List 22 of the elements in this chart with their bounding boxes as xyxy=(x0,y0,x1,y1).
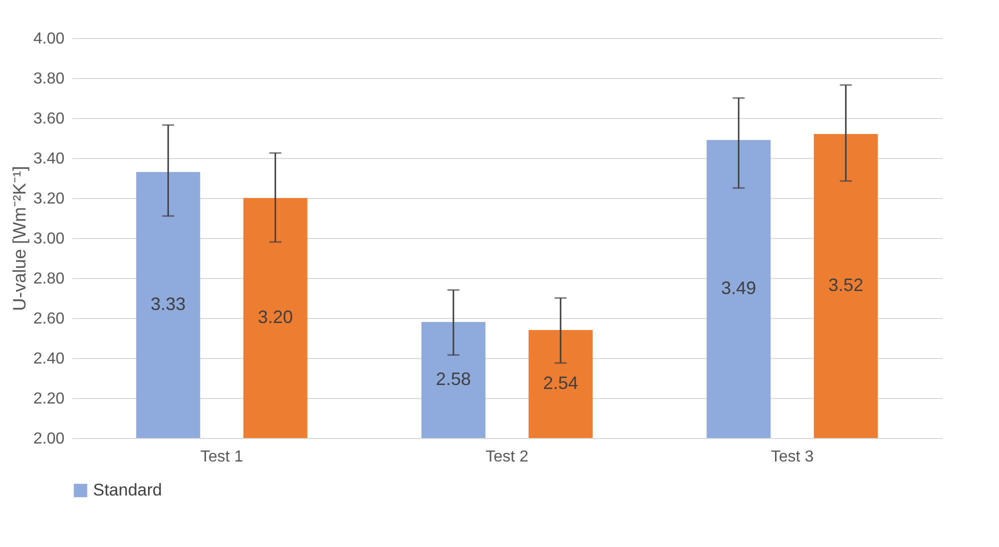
data-label: 3.33 xyxy=(150,294,186,314)
data-label: 2.54 xyxy=(543,373,578,393)
y-tick-label: 4.00 xyxy=(33,30,65,48)
data-label: 3.20 xyxy=(258,307,293,327)
y-axis-title: U-value [Wm⁻²K⁻¹] xyxy=(9,166,30,312)
y-tick-label: 2.00 xyxy=(33,430,65,448)
y-tick-label: 2.40 xyxy=(33,350,65,368)
y-tick-label: 3.80 xyxy=(33,70,65,88)
data-label: 3.52 xyxy=(828,275,864,295)
y-tick-label: 2.60 xyxy=(33,310,65,328)
x-tick-label: Test 3 xyxy=(770,448,814,466)
legend-label: Standard xyxy=(93,480,162,500)
y-tick-label: 2.20 xyxy=(33,390,65,408)
x-tick-label: Test 2 xyxy=(486,448,528,466)
y-tick-label: 3.20 xyxy=(33,190,65,208)
y-tick-label: 2.80 xyxy=(33,270,65,288)
data-label: 3.49 xyxy=(721,278,756,298)
data-label: 2.58 xyxy=(436,369,471,389)
y-tick-label: 3.00 xyxy=(33,230,65,248)
y-tick-label: 3.60 xyxy=(33,110,65,128)
x-tick-label: Test 1 xyxy=(200,448,244,466)
y-tick-label: 3.40 xyxy=(33,150,65,168)
